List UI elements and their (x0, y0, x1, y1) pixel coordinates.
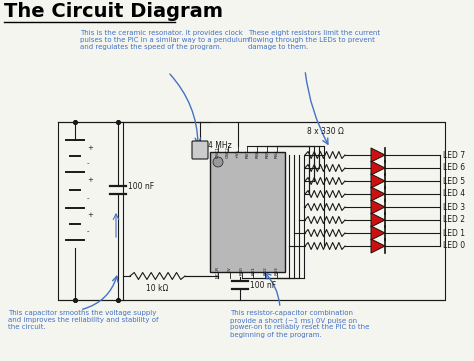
Polygon shape (371, 213, 385, 227)
Polygon shape (371, 148, 385, 162)
Circle shape (213, 157, 223, 167)
Text: 8 x 330 Ω: 8 x 330 Ω (307, 127, 344, 136)
Polygon shape (371, 161, 385, 175)
Text: RB2: RB2 (263, 266, 267, 275)
Polygon shape (371, 200, 385, 214)
Bar (210, 152, 285, 272)
Text: RB5: RB5 (265, 149, 269, 158)
Text: +: + (87, 145, 93, 151)
Text: These eight resistors limit the current
flowing through the LEDs to prevent
dama: These eight resistors limit the current … (248, 30, 380, 50)
Text: 4 MHz: 4 MHz (208, 142, 232, 151)
Text: 100 nF: 100 nF (128, 182, 154, 191)
Text: 100 nF: 100 nF (250, 280, 276, 290)
Text: +: + (87, 212, 93, 218)
Text: -: - (87, 195, 90, 201)
Text: 0V: 0V (228, 266, 232, 272)
Text: 10 kΩ: 10 kΩ (146, 284, 169, 293)
Polygon shape (371, 226, 385, 240)
Text: +: + (87, 177, 93, 183)
Text: LED 2: LED 2 (443, 216, 465, 225)
Text: LED 4: LED 4 (443, 190, 465, 199)
Text: LED 5: LED 5 (443, 177, 465, 186)
Text: RB6: RB6 (255, 149, 259, 158)
Text: +Vs: +Vs (236, 149, 240, 158)
Text: LED 0: LED 0 (443, 242, 465, 251)
Polygon shape (371, 187, 385, 201)
Text: OSC1: OSC1 (216, 146, 220, 158)
Text: RB4: RB4 (275, 149, 279, 158)
Text: RB1: RB1 (251, 266, 255, 275)
Text: The Circuit Diagram: The Circuit Diagram (4, 2, 223, 21)
Text: OSC2: OSC2 (226, 146, 230, 158)
Text: LED 6: LED 6 (443, 164, 465, 173)
Text: LED 3: LED 3 (443, 203, 465, 212)
Text: This resistor-capacitor combination
provide a short (~1 ms) 0V pulse on
power-on: This resistor-capacitor combination prov… (230, 310, 369, 338)
Text: This capacitor smooths the voltage supply
and improves the reliability and stabi: This capacitor smooths the voltage suppl… (8, 310, 158, 330)
Text: LED 1: LED 1 (443, 229, 465, 238)
Text: RB7: RB7 (246, 149, 249, 158)
Text: LED 7: LED 7 (443, 151, 465, 160)
Text: RB3: RB3 (275, 266, 279, 275)
Text: MCLR: MCLR (216, 266, 220, 278)
Text: This is the ceramic resonator. It provides clock
pulses to the PIC in a similar : This is the ceramic resonator. It provid… (80, 30, 249, 50)
Text: RB0: RB0 (239, 266, 244, 275)
Polygon shape (371, 174, 385, 188)
FancyBboxPatch shape (192, 141, 208, 159)
Text: -: - (87, 160, 90, 166)
Text: -: - (87, 228, 90, 234)
Polygon shape (371, 239, 385, 253)
